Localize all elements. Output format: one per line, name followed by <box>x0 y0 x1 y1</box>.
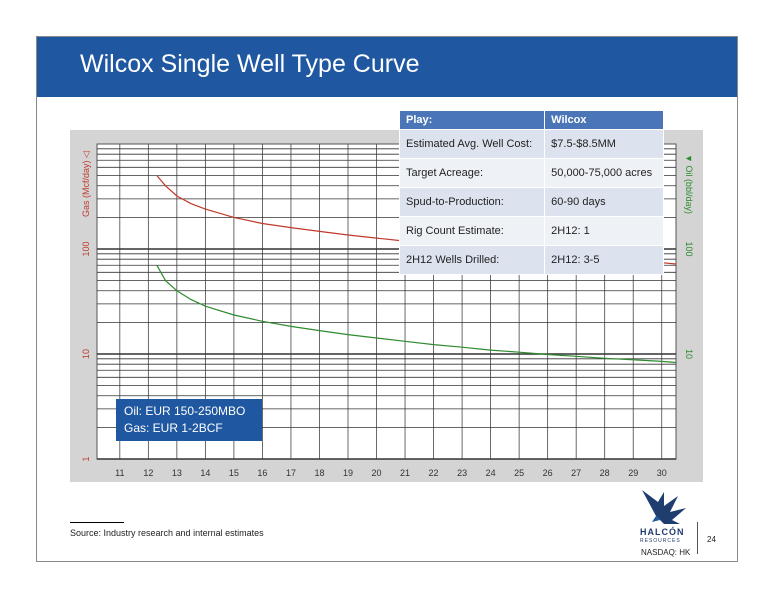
x-tick-label: 13 <box>172 468 182 478</box>
x-tick-label: 19 <box>343 468 353 478</box>
x-tick-label: 24 <box>486 468 496 478</box>
table-label-cell: Play: <box>398 110 546 130</box>
x-tick-label: 25 <box>514 468 524 478</box>
eur-oil-label: Oil: EUR 150-250MBO <box>124 404 246 418</box>
x-tick-label: 11 <box>115 468 124 478</box>
y-left-tick-label: 10 <box>81 349 91 359</box>
table-value-cell: $7.5-$8.5MM <box>544 129 664 159</box>
x-tick-label: 16 <box>257 468 267 478</box>
x-tick-label: 18 <box>314 468 324 478</box>
table-label-cell: Target Acreage: <box>398 158 546 188</box>
y-left-tick-label: 100 <box>81 241 91 256</box>
x-tick-label: 17 <box>286 468 296 478</box>
company-name: HALCÓN <box>640 527 685 537</box>
table-row: 2H12 Wells Drilled: 2H12: 3-5 <box>398 245 664 275</box>
y-right-tick-label: 10 <box>684 349 694 359</box>
title-banner <box>37 37 737 97</box>
x-tick-label: 28 <box>600 468 610 478</box>
oil-curve-line <box>156 265 677 364</box>
table-value-cell: 60-90 days <box>544 187 664 217</box>
y-left-axis-title: Gas (Mcf/day) ◁ <box>81 151 91 217</box>
table-row: Estimated Avg. Well Cost: $7.5-$8.5MM <box>398 129 664 159</box>
page-divider <box>697 522 698 554</box>
eur-callout: Oil: EUR 150-250MBO Gas: EUR 1-2BCF <box>116 399 262 441</box>
play-info-table: Play: Wilcox Estimated Avg. Well Cost: $7.5… <box>398 110 664 275</box>
x-tick-label: 22 <box>429 468 439 478</box>
table-row: Spud-to-Production: 60-90 days <box>398 187 664 217</box>
x-tick-label: 12 <box>143 468 153 478</box>
table-label-cell: 2H12 Wells Drilled: <box>398 245 546 275</box>
table-value-cell: 2H12: 1 <box>544 216 664 246</box>
table-label-cell: Estimated Avg. Well Cost: <box>398 129 546 159</box>
slide-title: Wilcox Single Well Type Curve <box>80 50 420 78</box>
source-note: Source: Industry research and internal e… <box>70 528 264 538</box>
x-tick-label: 21 <box>400 468 410 478</box>
x-tick-label: 14 <box>200 468 210 478</box>
x-tick-label: 20 <box>372 468 382 478</box>
x-tick-label: 29 <box>628 468 638 478</box>
ticker-label: NASDAQ: HK <box>641 548 691 557</box>
page-number: 24 <box>707 535 716 544</box>
source-divider <box>70 522 124 523</box>
x-tick-label: 15 <box>229 468 239 478</box>
table-value-cell: 2H12: 3-5 <box>544 245 664 275</box>
y-right-tick-label: 100 <box>684 241 694 256</box>
x-tick-label: 26 <box>543 468 553 478</box>
x-tick-label: 23 <box>457 468 467 478</box>
table-value-cell: 50,000-75,000 acres <box>544 158 664 188</box>
eur-gas-label: Gas: EUR 1-2BCF <box>124 421 223 435</box>
table-row: Rig Count Estimate: 2H12: 1 <box>398 216 664 246</box>
table-label-cell: Rig Count Estimate: <box>398 216 546 246</box>
x-tick-label: 27 <box>571 468 581 478</box>
halcon-eagle-logo-icon <box>642 490 686 524</box>
y-left-tick-label: 1 <box>81 456 91 461</box>
table-row: Target Acreage: 50,000-75,000 acres <box>398 158 664 188</box>
table-label-cell: Spud-to-Production: <box>398 187 546 217</box>
company-sub: RESOURCES <box>640 538 681 544</box>
table-header-row: Play: Wilcox <box>398 110 664 130</box>
table-value-cell: Wilcox <box>544 110 664 130</box>
x-tick-label: 30 <box>657 468 667 478</box>
y-right-axis-title: ▼ Oil (bbl/day) <box>684 154 694 214</box>
